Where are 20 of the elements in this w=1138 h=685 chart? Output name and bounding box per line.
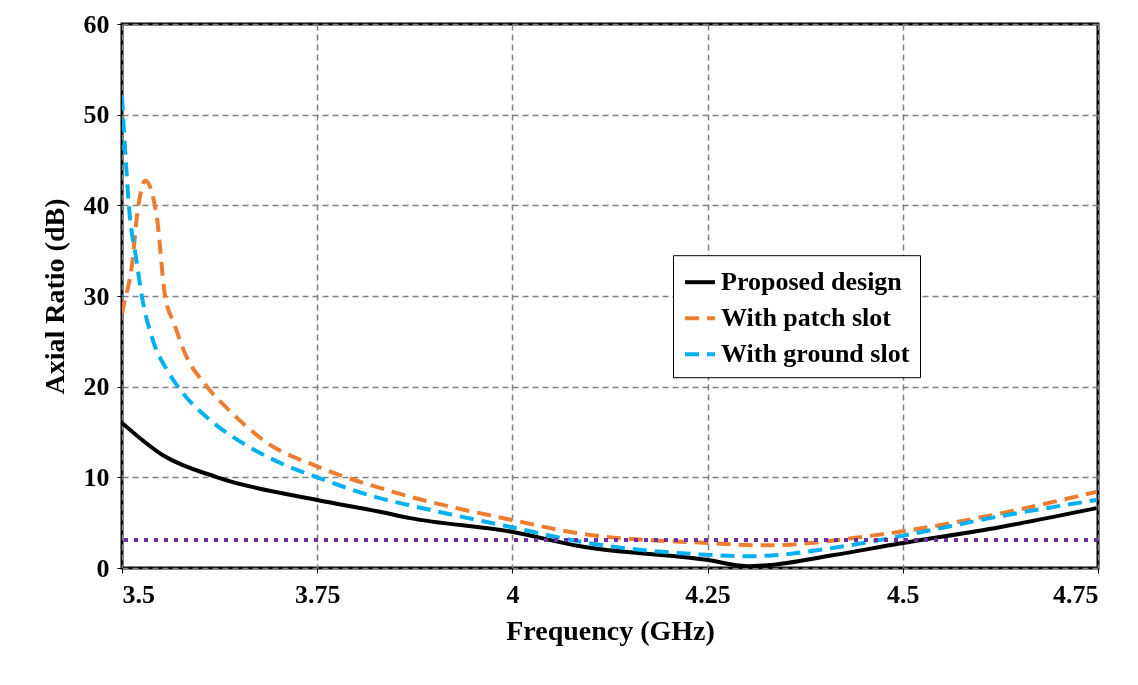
y-tick-label: 0 [96,553,110,583]
legend-label: With ground slot [721,339,910,369]
x-axis-title: Frequency (GHz) [506,614,715,646]
y-tick-label: 10 [83,462,110,492]
x-tick-label: 4 [506,579,520,609]
line-series [122,94,1098,559]
y-tick-label: 40 [83,190,110,220]
y-tick-label: 60 [83,9,110,39]
legend-label: Proposed design [721,267,903,297]
x-tick-label: 4.25 [685,579,731,609]
x-tick-label: 3.5 [122,579,155,609]
y-tick-label: 30 [83,281,110,311]
line-series [122,178,1098,548]
y-tick-label: 20 [83,372,110,402]
legend-label: With patch slot [721,303,892,333]
x-tick-label: 4.5 [887,579,920,609]
y-axis-title: Axial Ratio (dB) [38,198,70,395]
x-tick-label: 4.75 [1053,579,1099,609]
x-tick-label: 3.75 [294,579,341,609]
y-tick-label: 50 [83,100,110,130]
